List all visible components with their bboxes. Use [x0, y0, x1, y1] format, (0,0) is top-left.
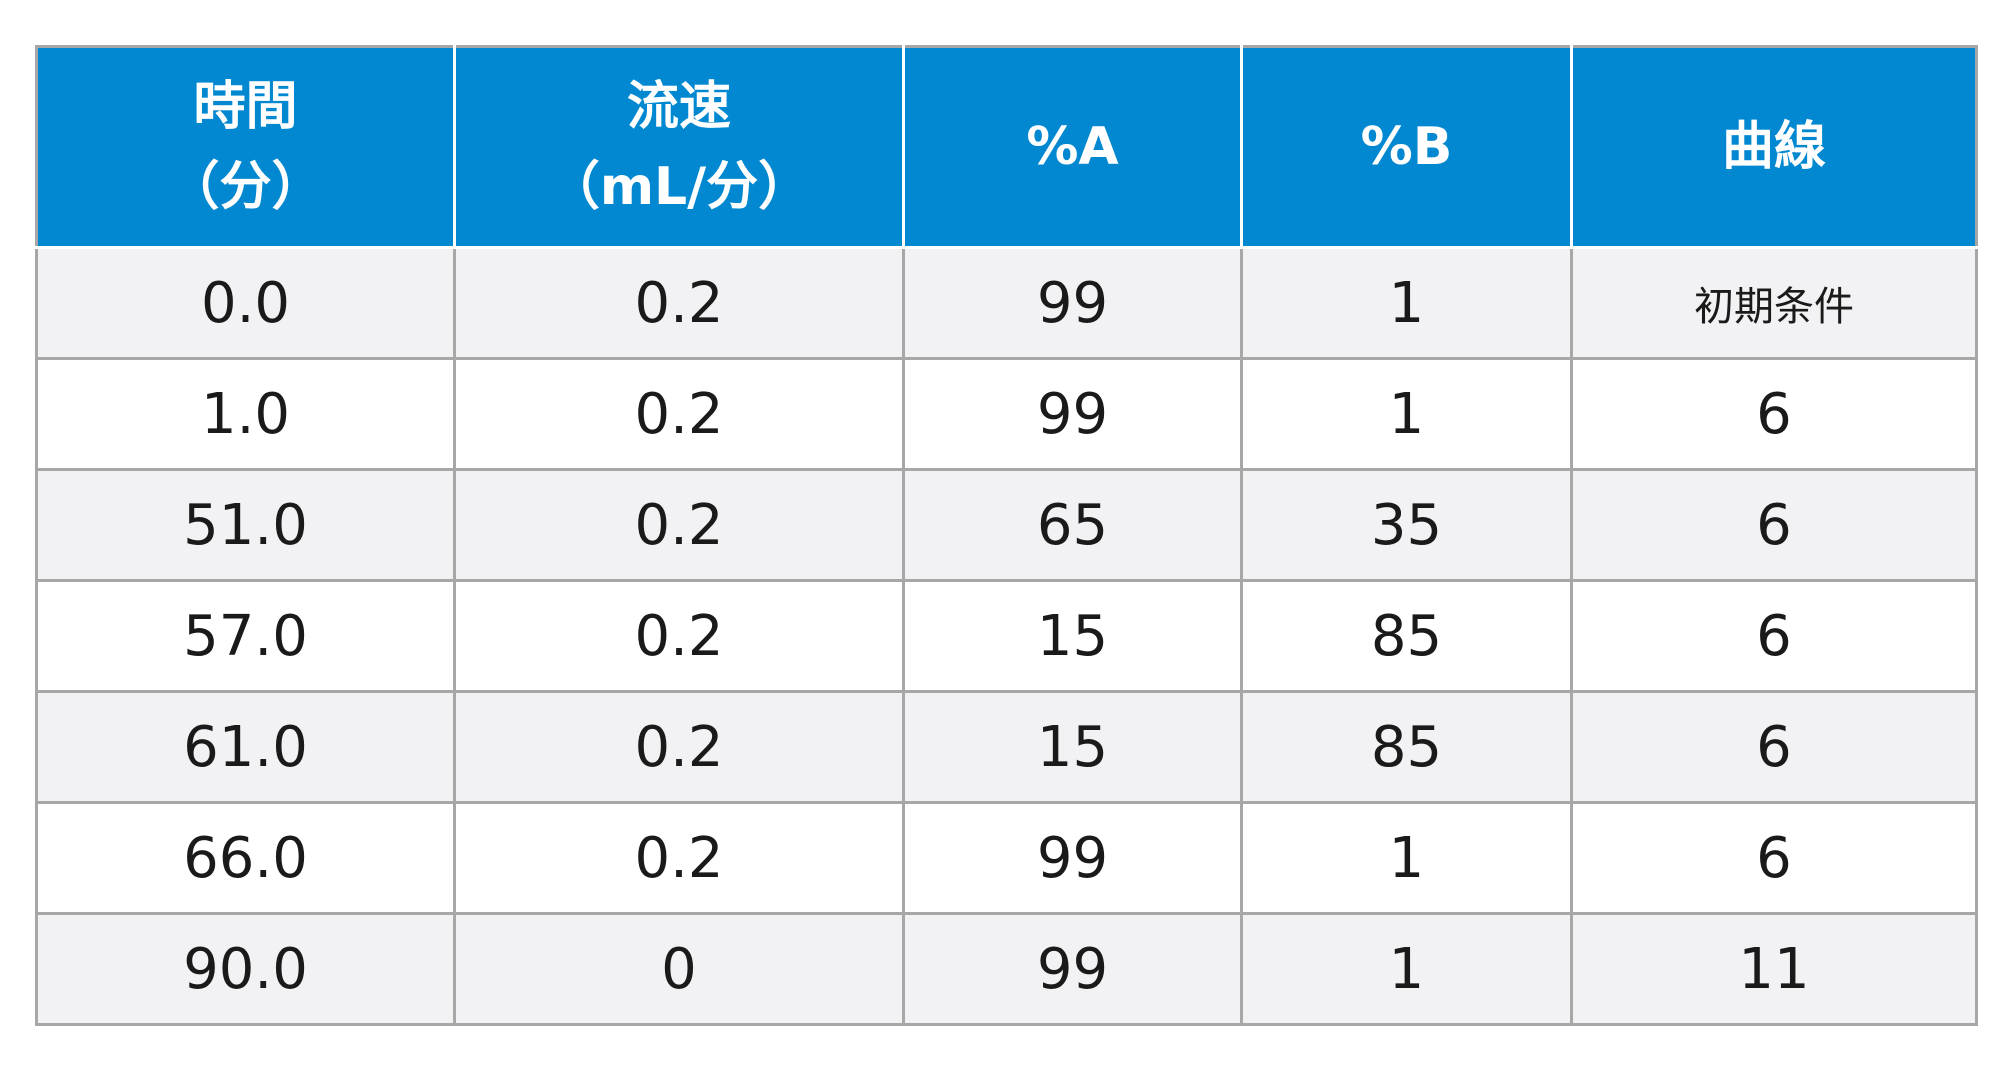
cell-time: 61.0 [35, 690, 456, 804]
cell-flow: 0.2 [453, 246, 905, 360]
cell-pct-a: 99 [902, 912, 1243, 1026]
header-flow-line-2: （mL/分） [547, 157, 811, 217]
gradient-table: 時間 （分） 流速 （mL/分） %A %B 曲線 0.0 0.2 99 1 初… [35, 45, 1978, 1026]
cell-curve: 6 [1570, 468, 1978, 582]
cell-curve: 6 [1570, 579, 1978, 693]
cell-pct-b: 1 [1240, 357, 1573, 471]
cell-pct-a: 15 [902, 579, 1243, 693]
header-curve: 曲線 [1570, 45, 1978, 249]
cell-time: 0.0 [35, 246, 456, 360]
table-row: 1.0 0.2 99 1 6 [35, 357, 1978, 471]
cell-flow: 0.2 [453, 468, 905, 582]
cell-pct-b: 1 [1240, 801, 1573, 915]
cell-flow: 0.2 [453, 690, 905, 804]
header-time-line-1: 時間 [193, 77, 298, 137]
cell-pct-b: 85 [1240, 579, 1573, 693]
cell-flow: 0.2 [453, 357, 905, 471]
cell-time: 90.0 [35, 912, 456, 1026]
table-row: 57.0 0.2 15 85 6 [35, 579, 1978, 693]
cell-flow: 0.2 [453, 579, 905, 693]
table-row: 61.0 0.2 15 85 6 [35, 690, 1978, 804]
table-row: 0.0 0.2 99 1 初期条件 [35, 246, 1978, 360]
cell-pct-a: 99 [902, 246, 1243, 360]
table-row: 90.0 0 99 1 11 [35, 912, 1978, 1026]
cell-pct-b: 85 [1240, 690, 1573, 804]
cell-time: 1.0 [35, 357, 456, 471]
cell-time: 51.0 [35, 468, 456, 582]
cell-pct-a: 65 [902, 468, 1243, 582]
cell-curve: 6 [1570, 801, 1978, 915]
cell-pct-b: 1 [1240, 912, 1573, 1026]
cell-flow: 0.2 [453, 801, 905, 915]
header-time-line-2: （分） [167, 157, 324, 217]
cell-pct-b: 1 [1240, 246, 1573, 360]
cell-flow: 0 [453, 912, 905, 1026]
table-row: 66.0 0.2 99 1 6 [35, 801, 1978, 915]
header-pct-b: %B [1240, 45, 1573, 249]
cell-pct-b: 35 [1240, 468, 1573, 582]
cell-curve: 初期条件 [1570, 246, 1978, 360]
cell-curve: 6 [1570, 690, 1978, 804]
cell-time: 66.0 [35, 801, 456, 915]
cell-curve: 11 [1570, 912, 1978, 1026]
header-pct-a: %A [902, 45, 1243, 249]
cell-pct-a: 99 [902, 801, 1243, 915]
header-row: 時間 （分） 流速 （mL/分） %A %B 曲線 [35, 45, 1978, 249]
header-flow: 流速 （mL/分） [453, 45, 905, 249]
header-flow-line-1: 流速 [626, 77, 731, 137]
cell-pct-a: 15 [902, 690, 1243, 804]
table-row: 51.0 0.2 65 35 6 [35, 468, 1978, 582]
cell-time: 57.0 [35, 579, 456, 693]
cell-curve: 6 [1570, 357, 1978, 471]
cell-pct-a: 99 [902, 357, 1243, 471]
header-time: 時間 （分） [35, 45, 456, 249]
